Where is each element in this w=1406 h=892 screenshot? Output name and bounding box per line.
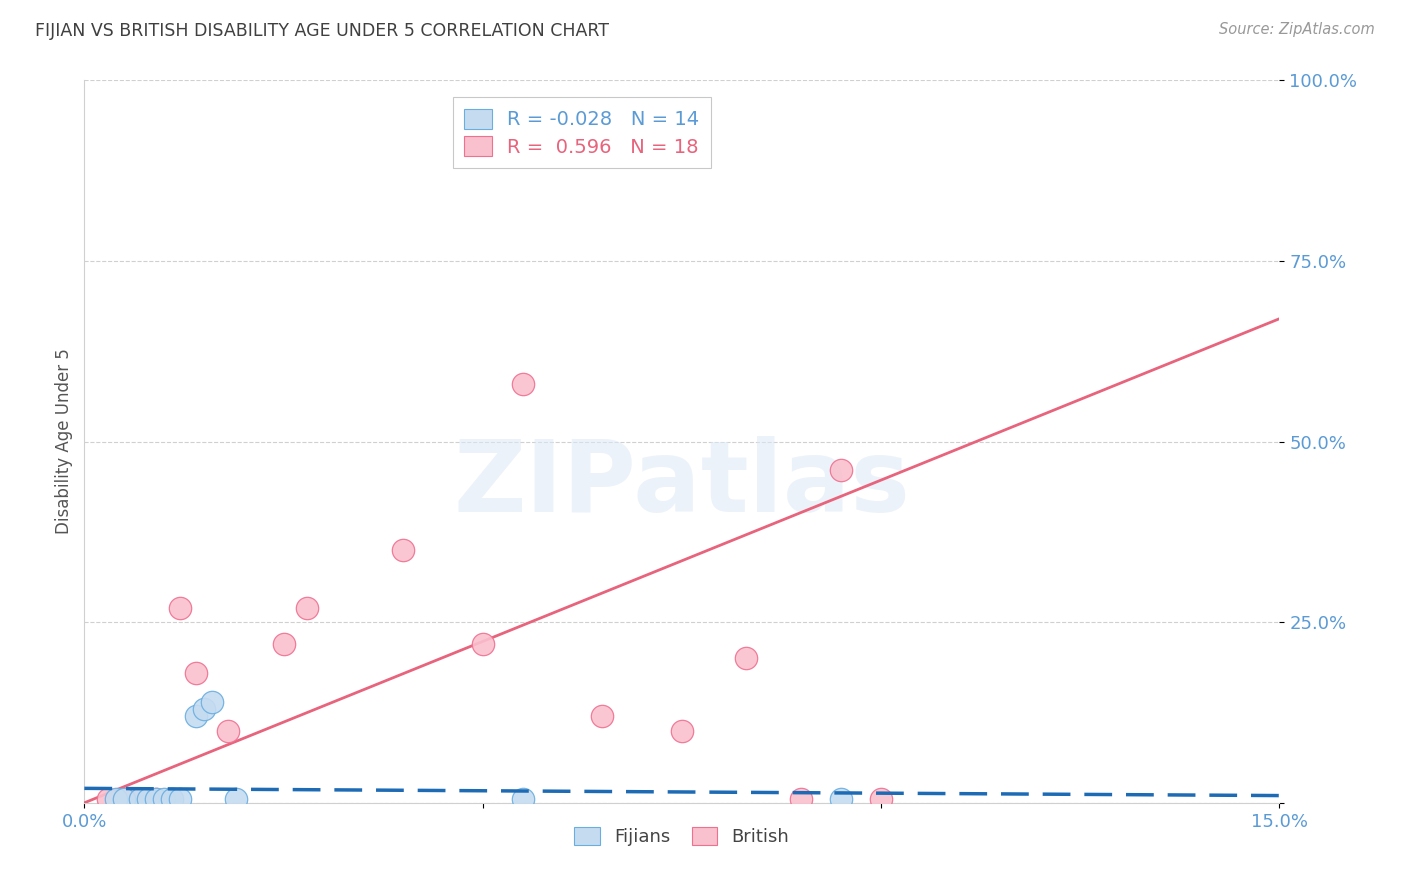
Point bbox=[112, 792, 135, 806]
Point bbox=[297, 600, 319, 615]
Point bbox=[105, 792, 128, 806]
Point bbox=[184, 709, 207, 723]
Point bbox=[145, 792, 167, 806]
Point bbox=[169, 600, 191, 615]
Point bbox=[129, 792, 152, 806]
Point bbox=[160, 792, 183, 806]
Point bbox=[273, 637, 295, 651]
Point bbox=[471, 637, 494, 651]
Point bbox=[97, 792, 120, 806]
Text: FIJIAN VS BRITISH DISABILITY AGE UNDER 5 CORRELATION CHART: FIJIAN VS BRITISH DISABILITY AGE UNDER 5… bbox=[35, 22, 609, 40]
Point bbox=[671, 723, 693, 738]
Y-axis label: Disability Age Under 5: Disability Age Under 5 bbox=[55, 349, 73, 534]
Point bbox=[790, 792, 813, 806]
Point bbox=[870, 792, 893, 806]
Point bbox=[225, 792, 247, 806]
Point bbox=[153, 792, 176, 806]
Point bbox=[734, 651, 756, 665]
Point bbox=[512, 376, 534, 391]
Point bbox=[129, 792, 152, 806]
Point bbox=[193, 702, 215, 716]
Point bbox=[591, 709, 613, 723]
Legend: Fijians, British: Fijians, British bbox=[565, 818, 799, 855]
Point bbox=[392, 542, 415, 557]
Point bbox=[512, 792, 534, 806]
Text: Source: ZipAtlas.com: Source: ZipAtlas.com bbox=[1219, 22, 1375, 37]
Point bbox=[169, 792, 191, 806]
Point bbox=[145, 792, 167, 806]
Point bbox=[830, 463, 852, 477]
Point bbox=[136, 792, 159, 806]
Point bbox=[201, 695, 224, 709]
Point bbox=[112, 792, 135, 806]
Text: ZIPatlas: ZIPatlas bbox=[454, 436, 910, 533]
Point bbox=[830, 792, 852, 806]
Point bbox=[184, 665, 207, 680]
Point bbox=[217, 723, 239, 738]
